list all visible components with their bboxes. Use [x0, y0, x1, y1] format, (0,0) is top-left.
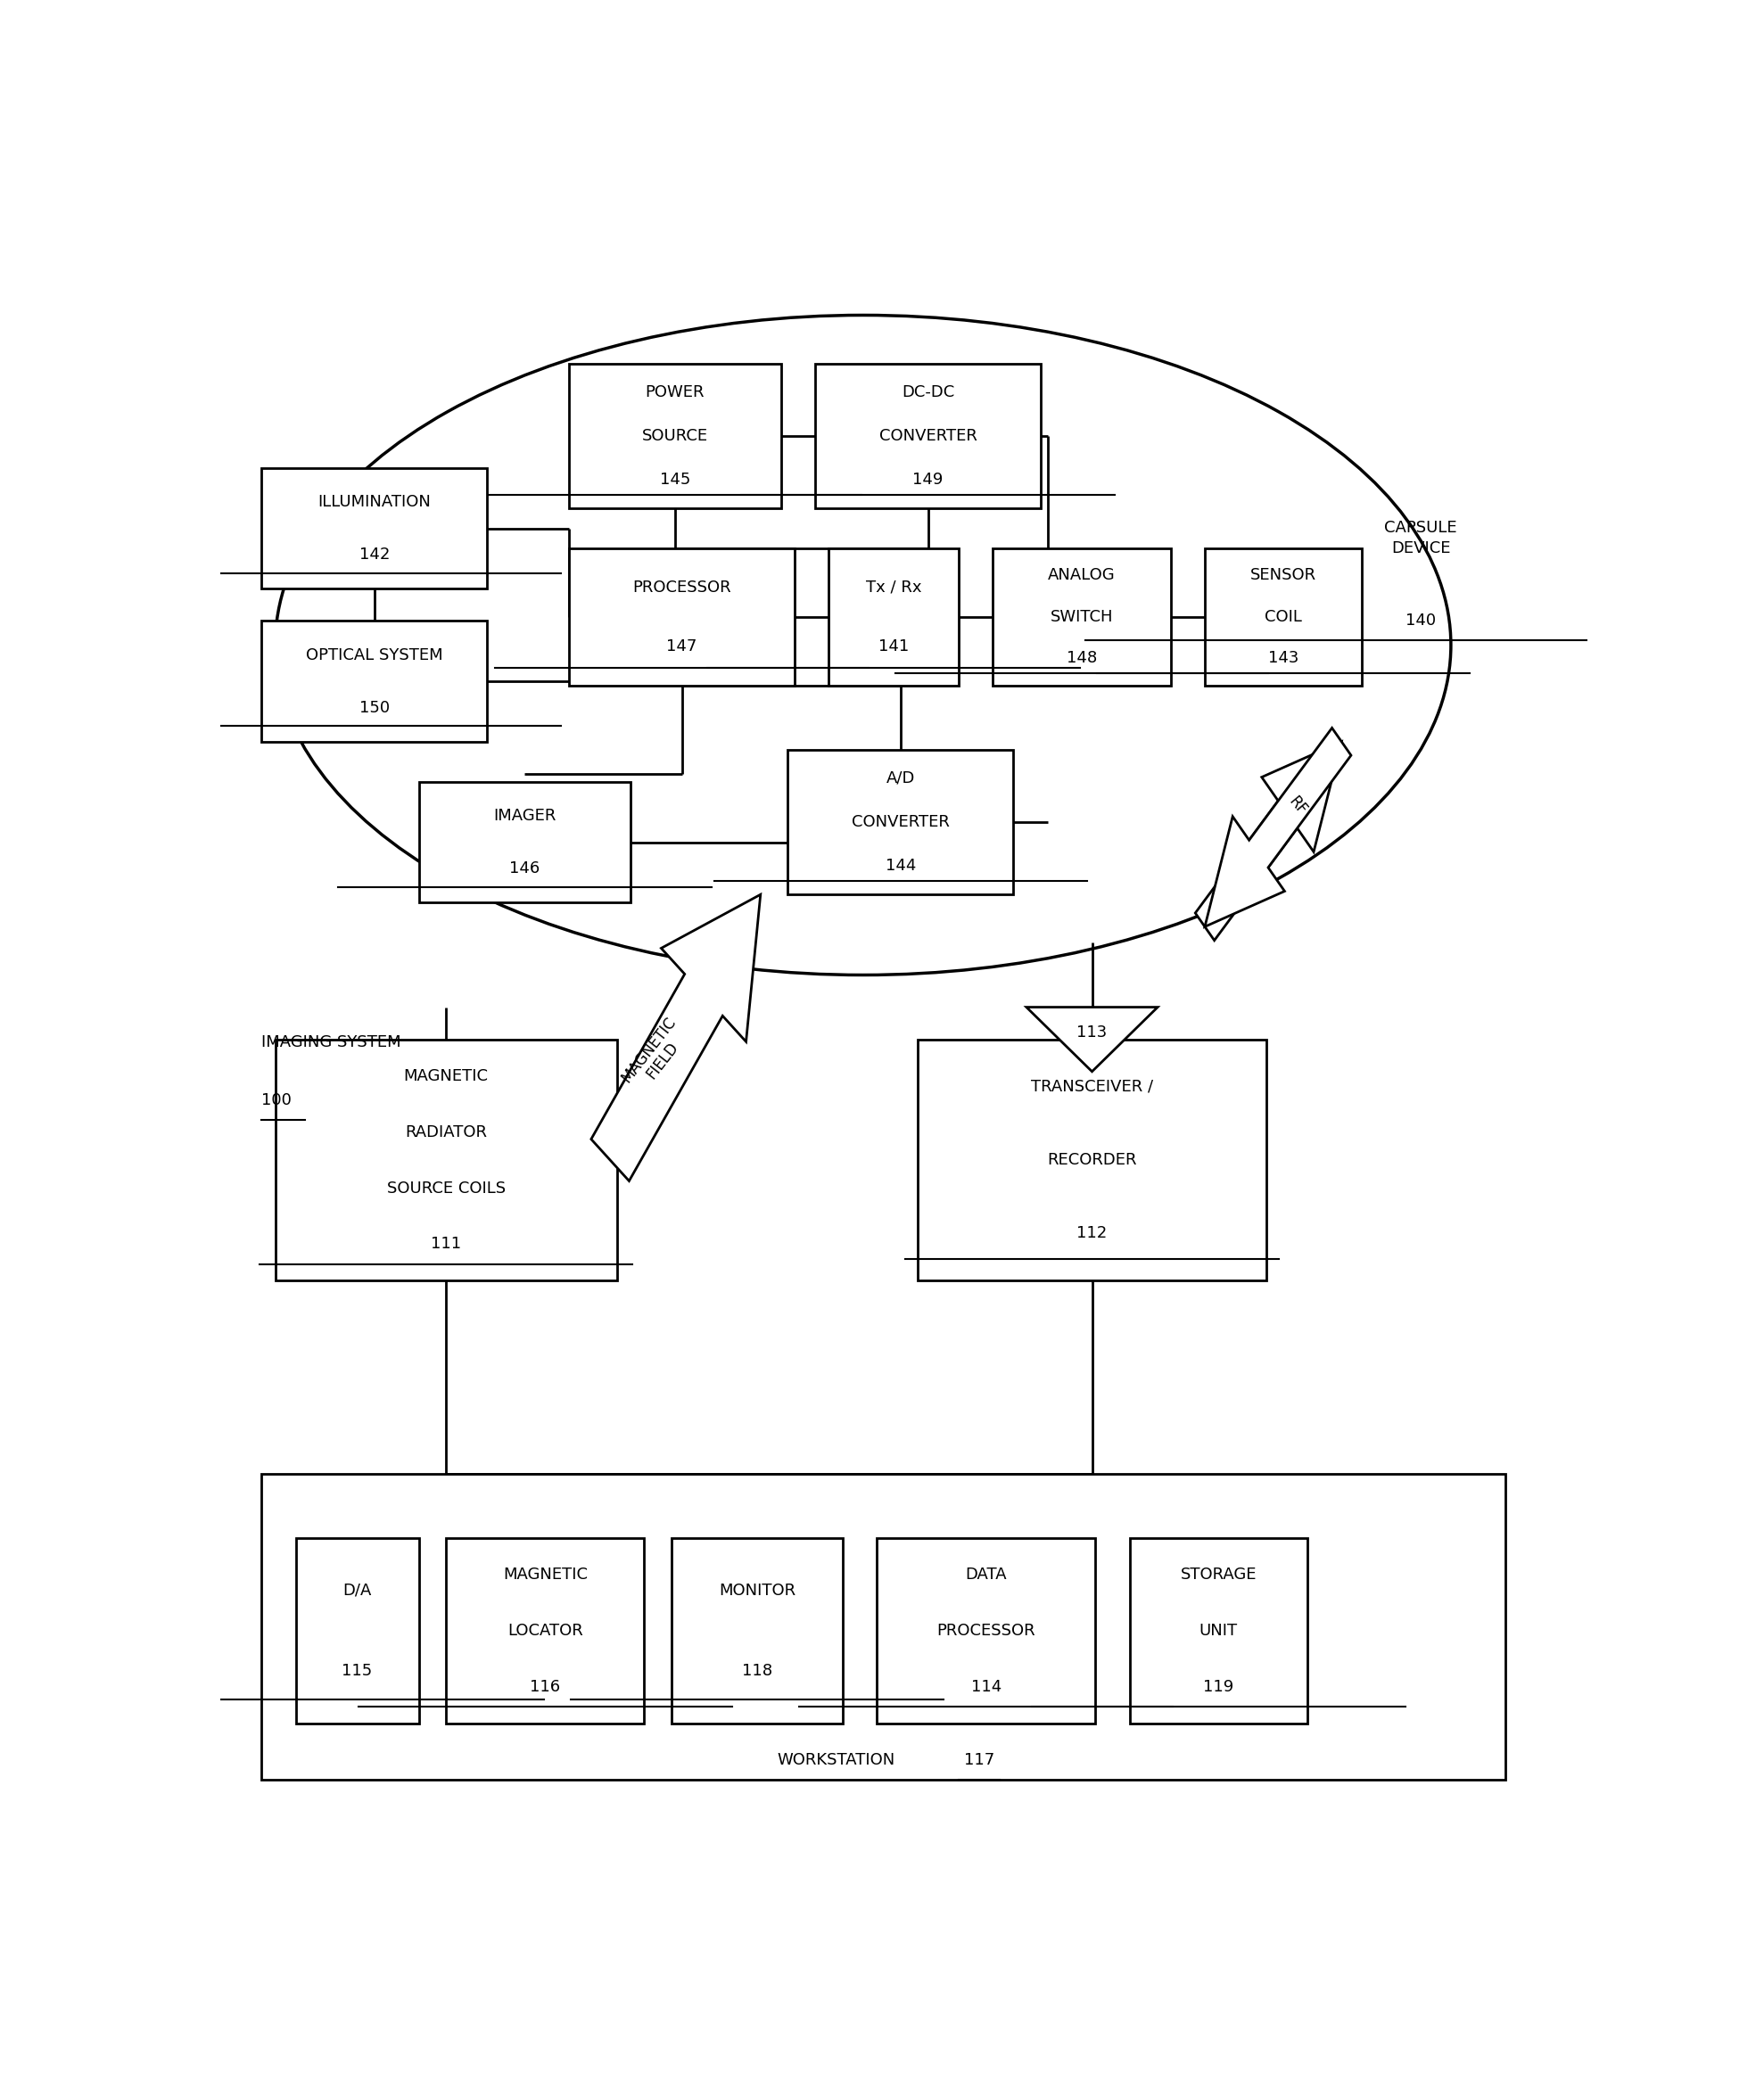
Bar — [672, 1538, 843, 1724]
Bar — [829, 548, 960, 686]
Bar — [877, 1538, 1095, 1724]
Text: DC-DC: DC-DC — [901, 385, 954, 399]
Bar — [261, 468, 487, 589]
Text: MAGNETIC
FIELD: MAGNETIC FIELD — [617, 1014, 693, 1097]
Bar — [917, 1039, 1267, 1281]
Bar — [815, 364, 1041, 508]
Bar — [993, 548, 1171, 686]
Text: SWITCH: SWITCH — [1050, 608, 1113, 625]
Text: STORAGE: STORAGE — [1180, 1568, 1256, 1582]
Polygon shape — [1196, 742, 1342, 941]
Text: IMAGING SYSTEM: IMAGING SYSTEM — [261, 1035, 400, 1051]
Text: 145: 145 — [660, 472, 690, 487]
Text: MAGNETIC: MAGNETIC — [503, 1568, 587, 1582]
Text: COIL: COIL — [1265, 608, 1302, 625]
Polygon shape — [1205, 727, 1351, 926]
Text: 142: 142 — [358, 548, 390, 562]
Text: CAPSULE
DEVICE: CAPSULE DEVICE — [1385, 520, 1457, 556]
Text: 148: 148 — [1067, 650, 1097, 667]
Text: 141: 141 — [878, 640, 908, 654]
Text: 147: 147 — [667, 640, 697, 654]
Text: 143: 143 — [1268, 650, 1298, 667]
Text: PROCESSOR: PROCESSOR — [937, 1622, 1035, 1639]
Text: 113: 113 — [1076, 1024, 1108, 1041]
Bar — [261, 621, 487, 742]
Text: MONITOR: MONITOR — [718, 1582, 796, 1599]
Bar — [446, 1538, 644, 1724]
Text: SOURCE: SOURCE — [642, 428, 707, 443]
Bar — [570, 548, 796, 686]
Text: UNIT: UNIT — [1200, 1622, 1238, 1639]
Text: RADIATOR: RADIATOR — [406, 1124, 487, 1139]
Text: LOCATOR: LOCATOR — [508, 1622, 582, 1639]
Text: Tx / Rx: Tx / Rx — [866, 579, 921, 596]
Bar — [1129, 1538, 1307, 1724]
Bar — [261, 1473, 1506, 1781]
Bar — [418, 782, 632, 903]
Text: MAGNETIC: MAGNETIC — [404, 1068, 489, 1085]
Text: WORKSTATION: WORKSTATION — [776, 1751, 894, 1768]
Bar — [296, 1538, 418, 1724]
Text: 111: 111 — [430, 1237, 462, 1252]
Text: 118: 118 — [743, 1664, 773, 1678]
Text: 117: 117 — [963, 1751, 995, 1768]
Text: ILLUMINATION: ILLUMINATION — [318, 493, 430, 510]
Polygon shape — [1027, 1007, 1157, 1072]
Text: CONVERTER: CONVERTER — [878, 428, 977, 443]
Text: 114: 114 — [970, 1678, 1002, 1695]
Text: 140: 140 — [1406, 612, 1436, 629]
Text: 146: 146 — [510, 861, 540, 876]
Text: 116: 116 — [529, 1678, 561, 1695]
Text: RF: RF — [1286, 794, 1311, 819]
Text: ANALOG: ANALOG — [1048, 568, 1115, 583]
Text: D/A: D/A — [342, 1582, 372, 1599]
Text: A/D: A/D — [886, 771, 916, 786]
Text: 100: 100 — [261, 1093, 291, 1108]
Text: DATA: DATA — [965, 1568, 1007, 1582]
Bar — [1205, 548, 1362, 686]
Text: 144: 144 — [886, 859, 916, 874]
Text: 150: 150 — [360, 700, 390, 715]
Text: 149: 149 — [912, 472, 944, 487]
Text: IMAGER: IMAGER — [494, 809, 556, 823]
Text: 112: 112 — [1076, 1225, 1108, 1241]
Text: CONVERTER: CONVERTER — [852, 815, 949, 830]
Text: RECORDER: RECORDER — [1048, 1152, 1136, 1168]
Bar — [789, 750, 1014, 895]
Text: TRANSCEIVER /: TRANSCEIVER / — [1030, 1078, 1154, 1095]
Text: SOURCE COILS: SOURCE COILS — [386, 1181, 506, 1195]
Text: PROCESSOR: PROCESSOR — [633, 579, 732, 596]
Bar — [570, 364, 781, 508]
Text: POWER: POWER — [646, 385, 704, 399]
Text: 119: 119 — [1203, 1678, 1233, 1695]
Text: OPTICAL SYSTEM: OPTICAL SYSTEM — [305, 648, 443, 663]
Polygon shape — [591, 895, 760, 1181]
Text: 115: 115 — [342, 1664, 372, 1678]
Bar — [275, 1039, 617, 1281]
Text: SENSOR: SENSOR — [1251, 568, 1316, 583]
